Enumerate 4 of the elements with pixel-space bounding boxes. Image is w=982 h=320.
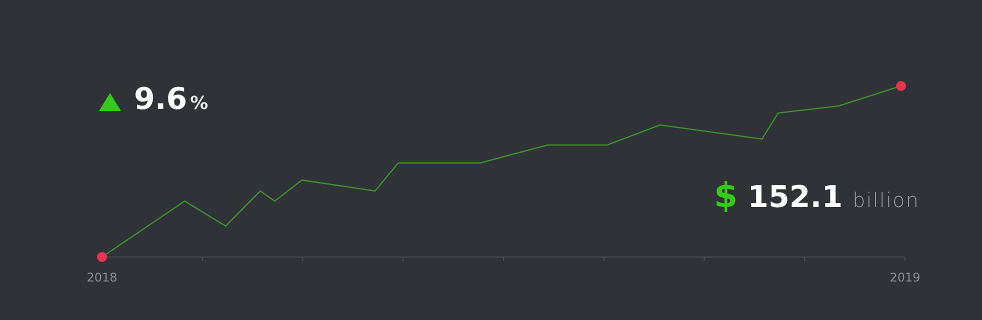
annotation: 9.6% xyxy=(134,82,208,117)
x-tick-label: 2018 xyxy=(86,270,118,285)
x-tick-label: 2019 xyxy=(890,270,920,285)
annotation: $ 152.1 billion xyxy=(714,176,920,216)
